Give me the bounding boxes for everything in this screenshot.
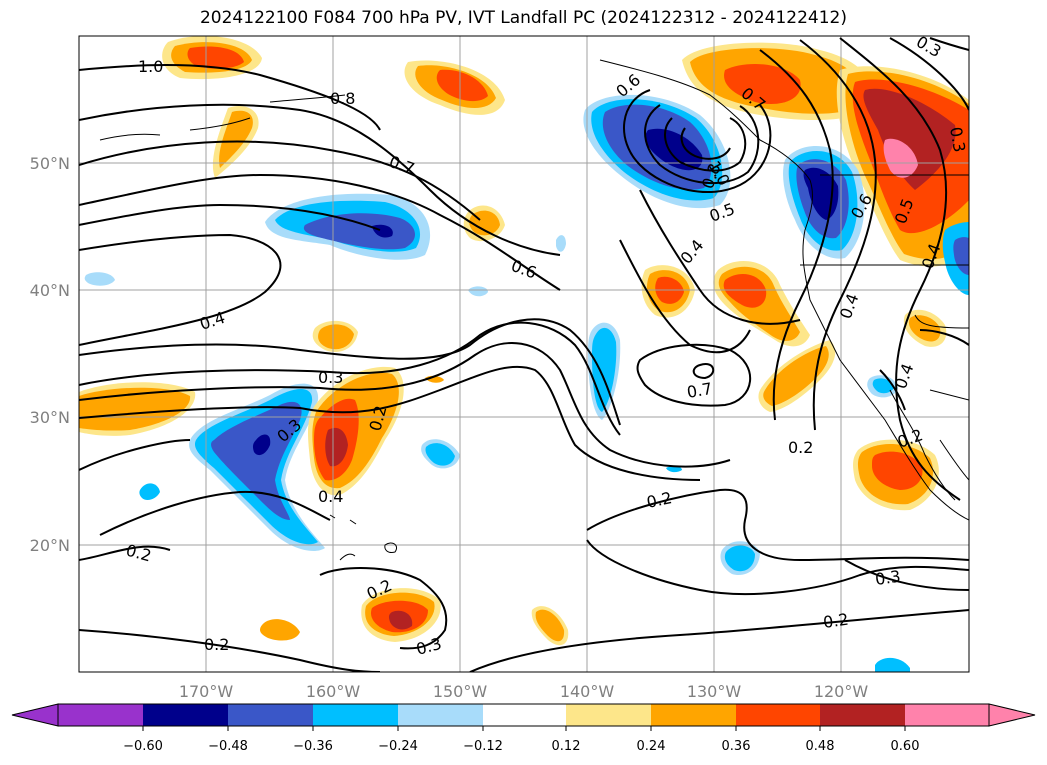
colorbar-bin [228,704,313,726]
anomaly-positive [79,387,191,431]
lon-label-150w: 150°W [433,682,488,701]
contour-label: 0.3 [946,125,969,153]
anomaly-negative [645,128,703,171]
longitude-labels: 170°W 160°W 150°W 140°W 130°W 120°W [179,682,869,701]
lat-label-50n: 50°N [30,154,70,173]
colorbar-bin [566,704,651,726]
colorbar-bin [398,704,483,726]
colorbar-tick-label: 0.60 [891,739,920,754]
contour-label: 0.2 [788,438,813,457]
contour-label: 0.2 [645,488,674,512]
colorbar-tick-label: −0.24 [378,739,418,754]
anomaly-positive [724,64,801,104]
anomaly-negative [724,545,755,572]
coastlines [99,59,969,561]
anomaly-positive [883,138,918,178]
colorbar-bin [651,704,736,726]
pv-contours [79,37,969,672]
lon-label-130w: 130°W [687,682,742,701]
anomaly-positive [863,88,956,190]
figure-title: 2024122100 F084 700 hPa PV, IVT Landfall… [199,8,847,28]
anomaly-negative [872,378,894,394]
anomaly-negative [875,657,910,672]
anomaly-negative [139,483,160,500]
anomaly-positive [908,315,941,342]
lon-label-170w: 170°W [179,682,234,701]
anomaly-positive [763,346,829,406]
colorbar-bin [736,704,820,726]
colorbar-bin [905,704,989,726]
anomaly-negative [84,272,115,286]
map-background [79,36,969,672]
colorbar-tick-label: 0.24 [637,739,666,754]
contour-label: 0.7 [685,379,713,402]
colorbar-tick-label: 0.36 [722,739,751,754]
colorbar: −0.60 −0.48 −0.36 −0.24 −0.12 0.12 0.24 … [11,703,1036,754]
colorbar-frame [57,703,990,727]
colorbar-tick-label: −0.48 [208,739,248,754]
contour-label: 0.2 [822,610,850,632]
lat-label-40n: 40°N [30,281,70,300]
map-frame [78,35,970,673]
colorbar-tick-label: 0.12 [552,739,581,754]
anomaly-negative [556,235,566,252]
contour-label: 0.8 [330,89,355,108]
colorbar-bin [820,704,905,726]
colorbar-tick-label: 0.48 [806,739,835,754]
lon-label-120w: 120°W [814,682,869,701]
anomaly-negative [303,213,416,250]
colorbar-bin [483,704,566,726]
lon-label-140w: 140°W [560,682,615,701]
anomaly-positive [388,610,413,630]
colorbar-bin [143,704,228,726]
lat-label-30n: 30°N [30,408,70,427]
anomaly-negative [211,401,302,520]
anomaly-positive [219,110,253,168]
anomaly-negative [953,237,969,275]
anomaly-positive [318,324,354,350]
anomaly-negative [425,443,455,466]
anomaly-positive [325,427,348,467]
colorbar-bin [313,704,398,726]
anomaly-positive [436,69,488,102]
map-layers [79,36,969,672]
lon-label-160w: 160°W [306,682,361,701]
contour-label: 0.3 [318,368,343,387]
colorbar-tick-label: −0.60 [123,739,163,754]
anomaly-positive [535,609,565,642]
colorbar-tick-label: −0.36 [293,739,333,754]
contour-label: 0.2 [204,635,229,654]
contour-label: 0.4 [318,487,343,506]
colorbar-bin [58,704,143,726]
colorbar-extend-max [988,703,1036,727]
anomaly-positive [260,619,300,641]
anomaly-negative [468,286,488,297]
anomaly-positive [187,46,244,69]
latitude-labels: 50°N 40°N 30°N 20°N [30,154,70,555]
lat-label-20n: 20°N [30,536,70,555]
colorbar-extend-min [11,703,59,727]
colorbar-tick-label: −0.12 [463,739,503,754]
anomaly-negative [252,434,271,456]
anomaly-positive [723,274,767,308]
contour-label: 1.0 [138,57,163,76]
contour-label: 0.3 [874,567,902,589]
